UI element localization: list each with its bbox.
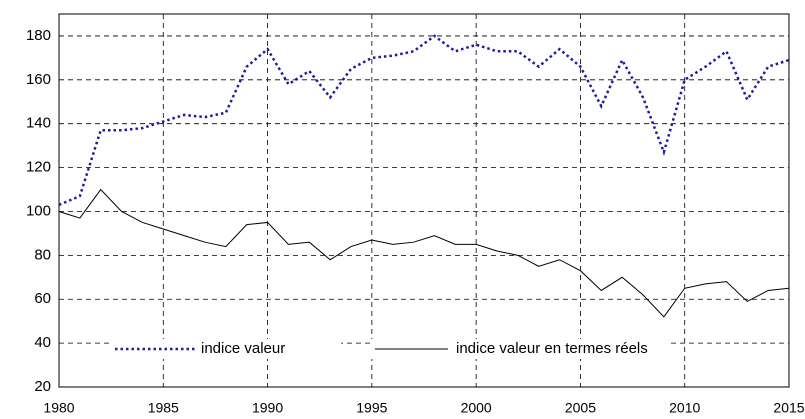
series-line — [58, 34, 790, 207]
legend-bg — [371, 339, 671, 359]
x-tick-label: 1980 — [43, 400, 74, 416]
y-tick-label: 20 — [34, 378, 51, 395]
series-line — [58, 188, 790, 318]
y-tick-label: 80 — [34, 246, 51, 263]
x-tick-label: 2015 — [773, 400, 804, 416]
x-tick-label: 1990 — [252, 400, 283, 416]
y-tick-label: 180 — [26, 27, 51, 44]
legend-label: indice valeur en termes réels — [456, 340, 648, 357]
y-tick-label: 140 — [26, 115, 51, 132]
x-tick-label: 1985 — [148, 400, 179, 416]
x-tick-label: 1995 — [356, 400, 387, 416]
x-tick-label: 2000 — [461, 400, 492, 416]
legend-label: indice valeur — [201, 340, 285, 357]
x-tick-label: 2010 — [669, 400, 700, 416]
x-tick-label: 2005 — [565, 400, 596, 416]
plot-frame — [58, 13, 790, 388]
y-tick-label: 120 — [26, 159, 51, 176]
y-tick-label: 60 — [34, 290, 51, 307]
y-tick-label: 40 — [34, 334, 51, 351]
legend-bg — [111, 339, 341, 359]
y-tick-label: 100 — [26, 202, 51, 219]
y-tick-label: 160 — [26, 71, 51, 88]
